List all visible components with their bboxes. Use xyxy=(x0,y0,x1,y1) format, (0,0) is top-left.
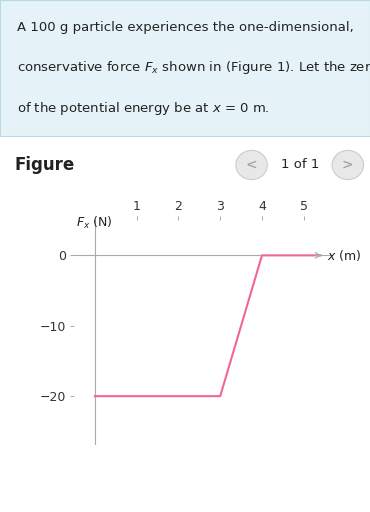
Text: $\mathit{F_x}$ (N): $\mathit{F_x}$ (N) xyxy=(76,215,113,231)
Text: of the potential energy be at $x$ = 0 m.: of the potential energy be at $x$ = 0 m. xyxy=(17,100,269,117)
FancyBboxPatch shape xyxy=(0,0,370,136)
Text: A 100 g particle experiences the one-dimensional,: A 100 g particle experiences the one-dim… xyxy=(17,20,353,34)
Text: conservative force $\mathit{F_x}$ shown in (Figure 1). Let the zero: conservative force $\mathit{F_x}$ shown … xyxy=(17,59,370,76)
Ellipse shape xyxy=(236,151,268,180)
Text: Figure: Figure xyxy=(15,156,75,174)
Ellipse shape xyxy=(332,151,363,180)
Text: $\mathit{x}$ (m): $\mathit{x}$ (m) xyxy=(327,248,361,263)
Text: 1 of 1: 1 of 1 xyxy=(280,159,319,172)
Text: >: > xyxy=(342,158,354,172)
Text: <: < xyxy=(246,158,258,172)
